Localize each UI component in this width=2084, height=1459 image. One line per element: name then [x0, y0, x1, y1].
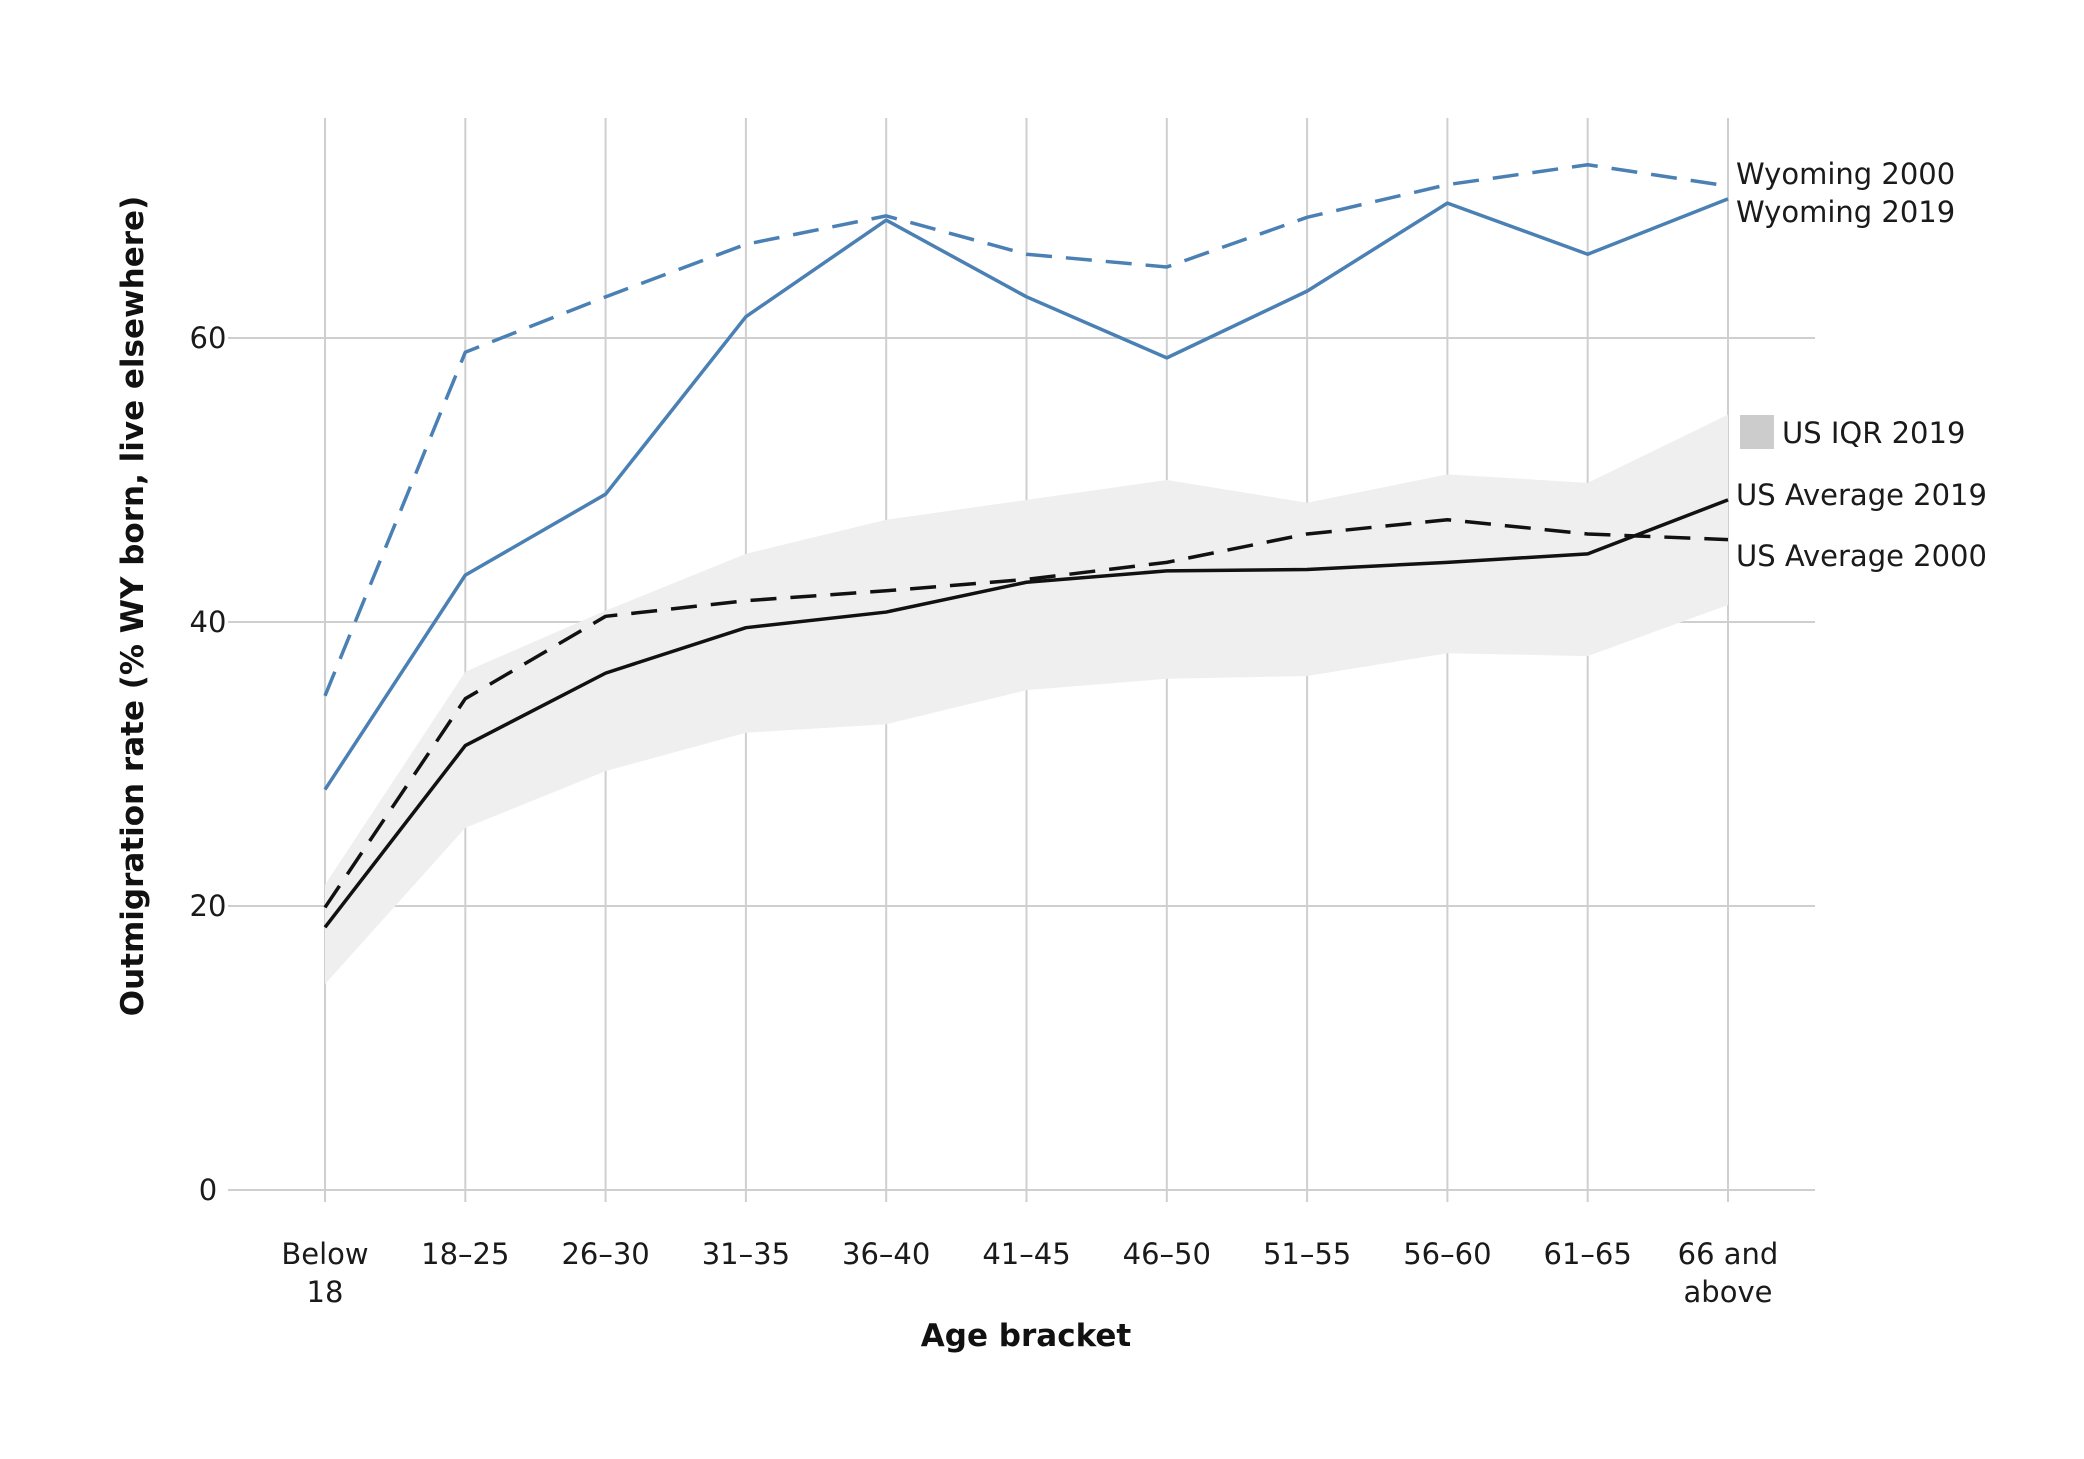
y-tick-label: 0	[199, 1173, 217, 1207]
x-tick-label: 66 and above	[1678, 1237, 1779, 1309]
x-tick-label: 61–65	[1544, 1237, 1632, 1271]
y-axis-title: Outmigration rate (% WY born, live elsew…	[115, 196, 151, 1017]
x-tick-label: 36–40	[842, 1237, 930, 1271]
wyoming-2000-line	[323, 163, 1729, 697]
x-tick-label: 18–25	[421, 1237, 509, 1271]
iqr-band-layer	[325, 414, 1728, 985]
y-tick-label: 40	[190, 605, 227, 639]
us-iqr-2019-legend-label: US IQR 2019	[1782, 416, 1965, 450]
us-average-2019-legend-label: US Average 2019	[1736, 478, 1987, 512]
us-average-2019-line	[323, 498, 1729, 929]
y-tick-label: 20	[190, 889, 227, 923]
x-tick-label: 51–55	[1263, 1237, 1351, 1271]
x-tick-label: 26–30	[561, 1237, 649, 1271]
x-axis-title: Age bracket	[921, 1318, 1132, 1354]
x-tick-label: 56–60	[1403, 1237, 1491, 1271]
legend-layer: Wyoming 2000 Wyoming 2019 US IQR 2019 US Av…	[1736, 157, 1987, 573]
series-layer	[323, 163, 1729, 929]
wyoming-2000-legend-label: Wyoming 2000	[1736, 157, 1955, 191]
x-tick-label: Below 18	[281, 1237, 368, 1309]
x-tick-label: 41–45	[982, 1237, 1070, 1271]
wyoming-2019-legend-label: Wyoming 2019	[1736, 195, 1955, 229]
us-iqr-2019-band	[325, 414, 1728, 985]
y-tick-label: 60	[190, 321, 227, 355]
tick-label-layer: 0 20 40 60 Below 18 18–25 26–30 31–35 36–40 41–45 4…	[190, 321, 1779, 1309]
wyoming-2019-line	[323, 197, 1729, 791]
us-iqr-2019-legend-swatch	[1740, 415, 1774, 449]
x-tick-label: 31–35	[702, 1237, 790, 1271]
x-tick-label: 46–50	[1123, 1237, 1211, 1271]
us-average-2000-legend-label: US Average 2000	[1736, 539, 1987, 573]
